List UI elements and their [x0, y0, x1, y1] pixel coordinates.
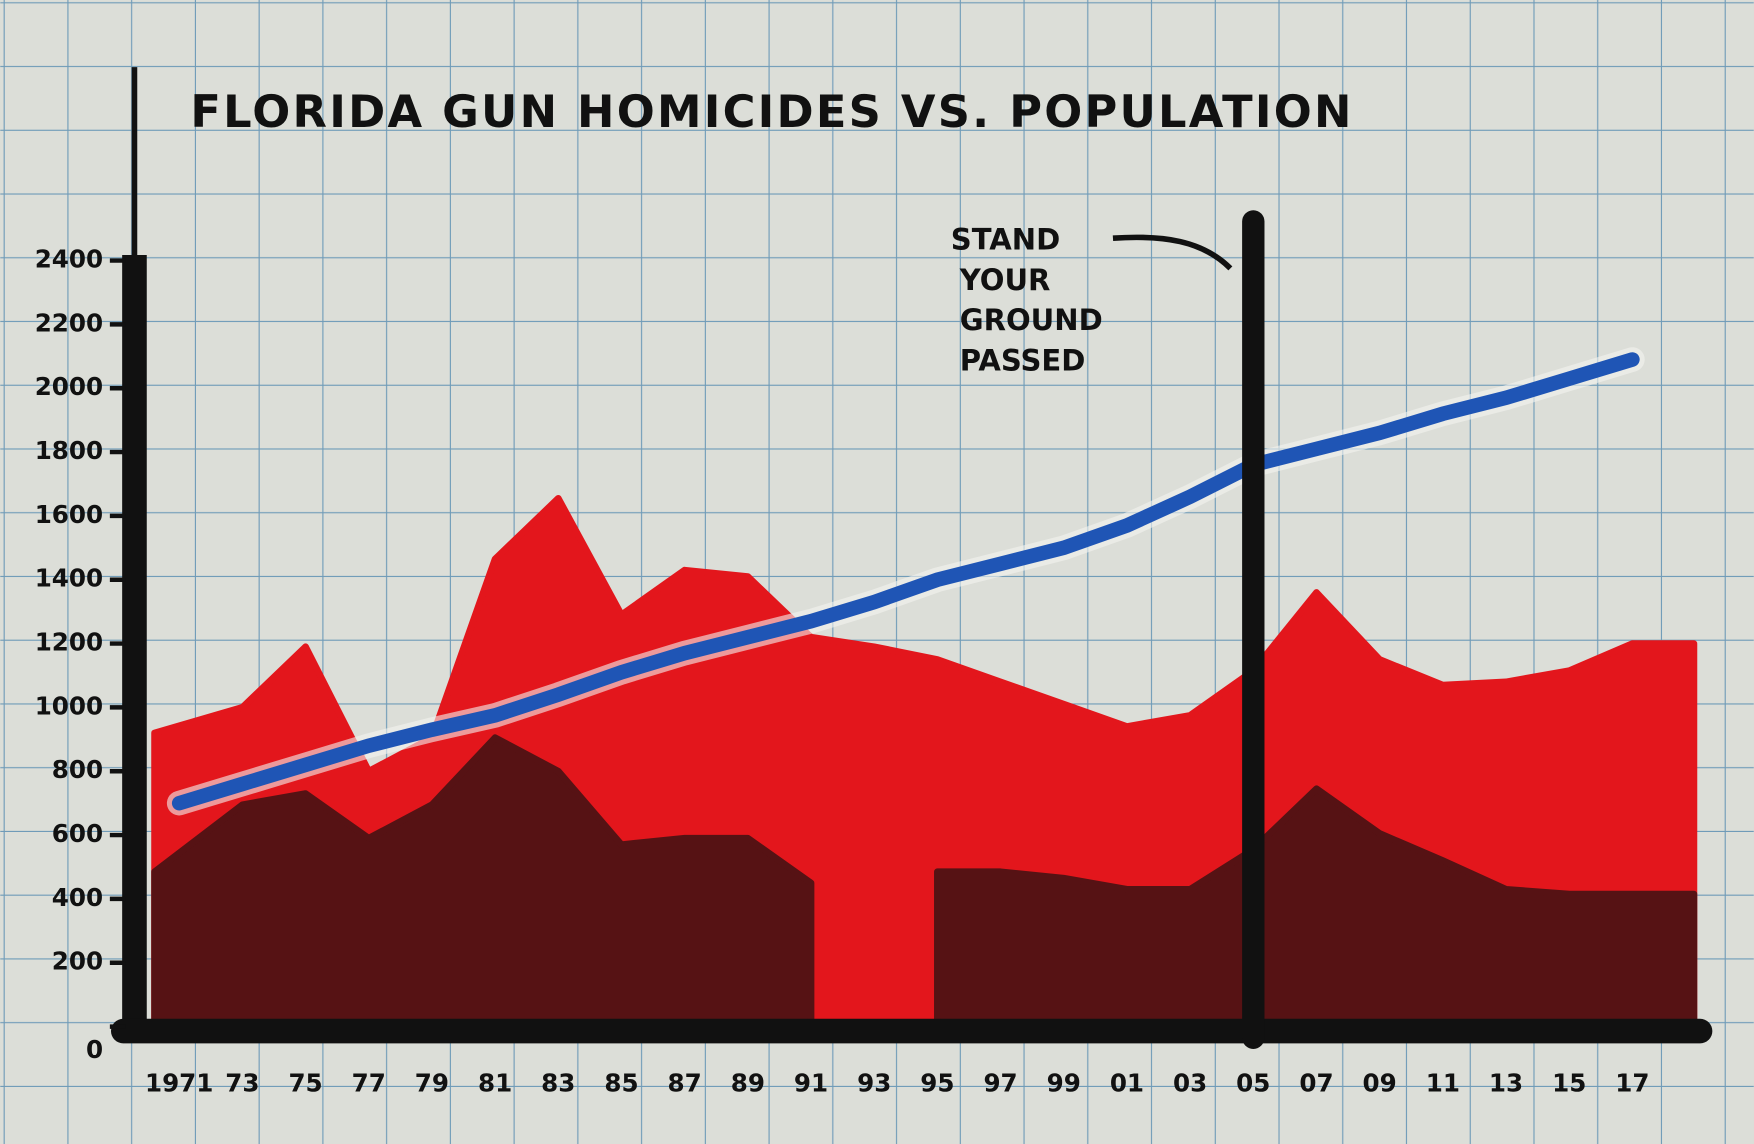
annotation-text: GROUND	[960, 303, 1103, 337]
x-tick-label: 81	[478, 1069, 512, 1098]
line	[171, 352, 1640, 811]
x-tick-label: 09	[1363, 1069, 1397, 1098]
annotation-text: YOUR	[959, 263, 1051, 297]
x-tick-label: 1971	[145, 1069, 213, 1098]
y-tick-label: 1600	[35, 500, 103, 529]
plot-area: 0 200 400 600 800 1000 1200 1400 1600 1800 2000 220…	[35, 67, 1713, 1098]
x-tick-label: 79	[415, 1069, 449, 1098]
y-tick-label: 800	[52, 755, 103, 784]
x-tick-label: 13	[1489, 1069, 1523, 1098]
x-tick-label: 89	[731, 1069, 765, 1098]
annotation-text: PASSED	[960, 343, 1086, 377]
x-tick-label: 99	[1047, 1069, 1081, 1098]
x-tick-label: 15	[1552, 1069, 1586, 1098]
x-tick-label: 73	[225, 1069, 259, 1098]
x-tick-label: 97	[983, 1069, 1017, 1098]
x-tick-label: 03	[1173, 1069, 1207, 1098]
annotation-text: STAND	[951, 223, 1060, 257]
x-tick-label: 01	[1110, 1069, 1144, 1098]
y-tick-label: 1400	[35, 564, 103, 593]
y-tick-label: 2000	[35, 372, 103, 401]
y-tick-label: 200	[52, 947, 103, 976]
x-tick-label: 17	[1615, 1069, 1649, 1098]
y-tick-label: 1000	[35, 691, 103, 720]
annotation-pointer	[1112, 234, 1233, 271]
x-tick-label: 87	[668, 1069, 702, 1098]
area	[151, 734, 815, 1030]
y-tick-label: 600	[52, 819, 103, 848]
chart-title: FLORIDA GUN HOMICIDES VS. POPULATION	[190, 85, 1353, 138]
x-tick-label: 05	[1236, 1069, 1270, 1098]
x-tick-label: 11	[1426, 1069, 1460, 1098]
x-tick-label: 91	[794, 1069, 828, 1098]
x-tick-label: 07	[1299, 1069, 1333, 1098]
x-tick-label: 83	[541, 1069, 575, 1098]
x-tick-label: 75	[288, 1069, 322, 1098]
y-tick-label: 400	[52, 883, 103, 912]
y-tick-label: 0	[86, 1035, 103, 1064]
y-tick-label: 1200	[35, 628, 103, 657]
x-tick-label: 77	[352, 1069, 386, 1098]
y-tick-label: 1800	[35, 436, 103, 465]
x-tick-label: 93	[857, 1069, 891, 1098]
y-tick-label: 2400	[35, 245, 103, 274]
x-tick-label: 95	[920, 1069, 954, 1098]
x-tick-label: 85	[604, 1069, 638, 1098]
y-tick-label: 2200	[35, 308, 103, 337]
area	[934, 785, 1698, 1030]
